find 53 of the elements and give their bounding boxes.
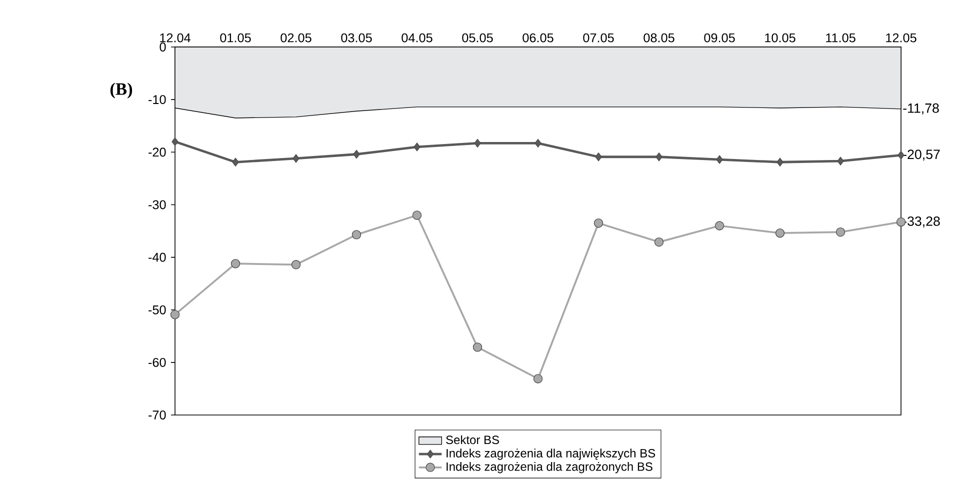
point	[352, 230, 362, 240]
point	[414, 142, 420, 152]
y-tick-label: -60	[148, 358, 166, 367]
point	[232, 158, 239, 166]
point	[533, 374, 543, 384]
point	[776, 158, 784, 166]
x-tick-label: 09.05	[704, 33, 735, 42]
x-tick-label: 06.05	[522, 33, 554, 42]
legend-label: Indeks zagrożenia dla największych BS	[446, 448, 656, 460]
y-tick-label: -50	[148, 305, 166, 314]
x-tick-label: 04.05	[402, 33, 432, 42]
x-tick-label: 02.05	[280, 33, 312, 42]
point	[412, 210, 422, 220]
x-tick-label: 11.05	[826, 33, 856, 42]
data-label: -11,78	[903, 103, 939, 114]
point	[291, 260, 301, 270]
y-tick-label: -70	[148, 410, 166, 420]
point	[896, 217, 906, 227]
x-tick-label: 12.05	[886, 33, 916, 42]
point	[353, 150, 360, 159]
x-tick-label: 03.05	[341, 33, 372, 42]
text: (B)	[110, 82, 132, 98]
point	[837, 156, 844, 166]
point	[472, 342, 482, 352]
x-tick-label: 05.05	[462, 33, 493, 42]
point	[654, 237, 664, 247]
point	[714, 221, 724, 230]
point	[595, 152, 602, 162]
data-label: -20,57	[903, 150, 940, 161]
point	[836, 227, 846, 237]
x-tick-label: 07.05	[583, 33, 614, 42]
point	[775, 228, 785, 238]
point	[534, 138, 542, 148]
point	[230, 258, 240, 268]
y-tick-label: -10	[148, 95, 166, 104]
point	[172, 137, 178, 146]
point	[594, 218, 604, 228]
y-tick-label: -40	[148, 252, 166, 262]
x-tick-label: 08.05	[644, 33, 674, 42]
y-tick-label: -30	[148, 200, 166, 210]
x-tick-label: 12.04	[160, 33, 190, 42]
y-tick-label: 0	[160, 42, 166, 52]
point	[716, 155, 723, 164]
point	[170, 310, 180, 320]
data-label: -33,28	[903, 216, 940, 228]
point	[292, 154, 300, 163]
point	[656, 152, 662, 162]
x-tick-label: 10.05	[765, 33, 796, 42]
legend-label: Sektor BS	[446, 435, 500, 444]
legend-label: Indeks zagrożenia dla zagrożonych BS	[446, 462, 652, 474]
point	[474, 138, 481, 148]
x-tick-label: 01.05	[220, 33, 251, 42]
y-tick-label: -20	[148, 148, 166, 157]
